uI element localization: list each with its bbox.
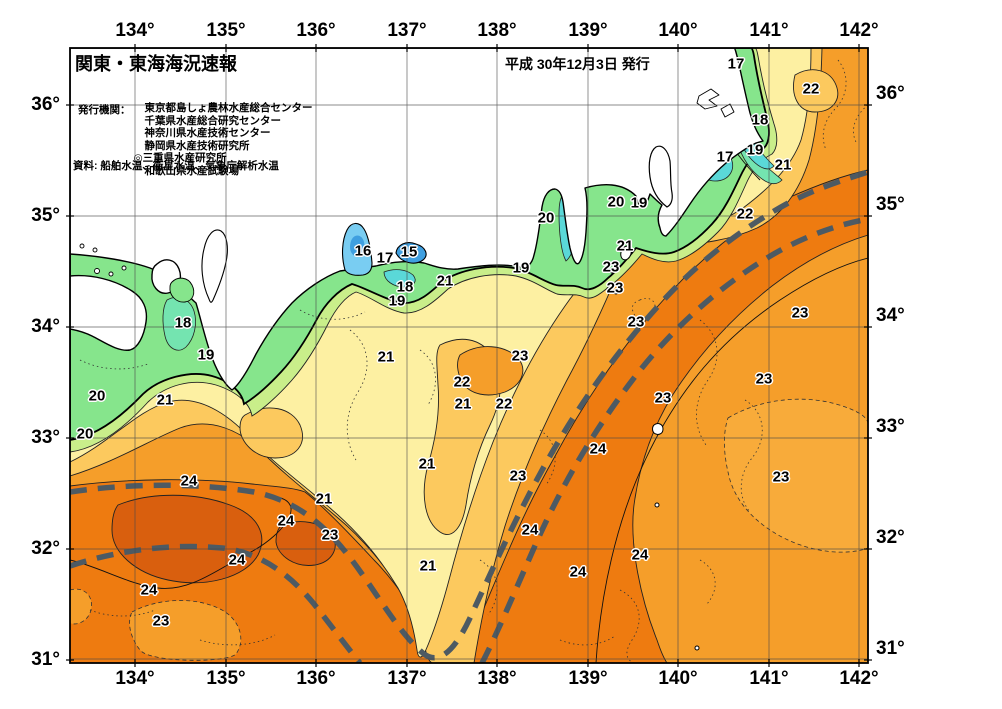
tokyo-bay [648,145,673,208]
osaka-bay [169,277,195,303]
kuroshio-offshore-path-east [479,216,868,663]
land-masses [70,48,764,651]
lake-kasumigaura [696,88,735,118]
shikoku-island [70,274,148,351]
contour-24c-west [70,496,292,589]
axis-ticks [66,44,872,667]
honshu-mainland [70,48,764,391]
sea-temperature-layers [70,48,868,663]
dotted-contours [79,59,868,663]
kuroshio-offshore-path-west [70,543,363,663]
kuroshio-current-lines [70,169,868,663]
seto-islands [79,243,127,277]
map-frame [69,47,869,664]
region-18c-kii-channel [162,297,196,351]
kuroshio-main-path [70,169,868,661]
izu-islands [606,245,700,651]
graticule-grid [70,48,868,663]
lake-biwa [201,229,228,303]
region-22c-patch-kii [239,407,303,459]
region-22c-patch-northeast [793,69,839,113]
mikawa-bay [395,242,427,264]
region-23c-core-patch [457,346,524,396]
region-23c-pocket-southwest [129,600,242,661]
region-23c-light-east [724,398,868,553]
ise-bay-cold-core [350,235,365,257]
